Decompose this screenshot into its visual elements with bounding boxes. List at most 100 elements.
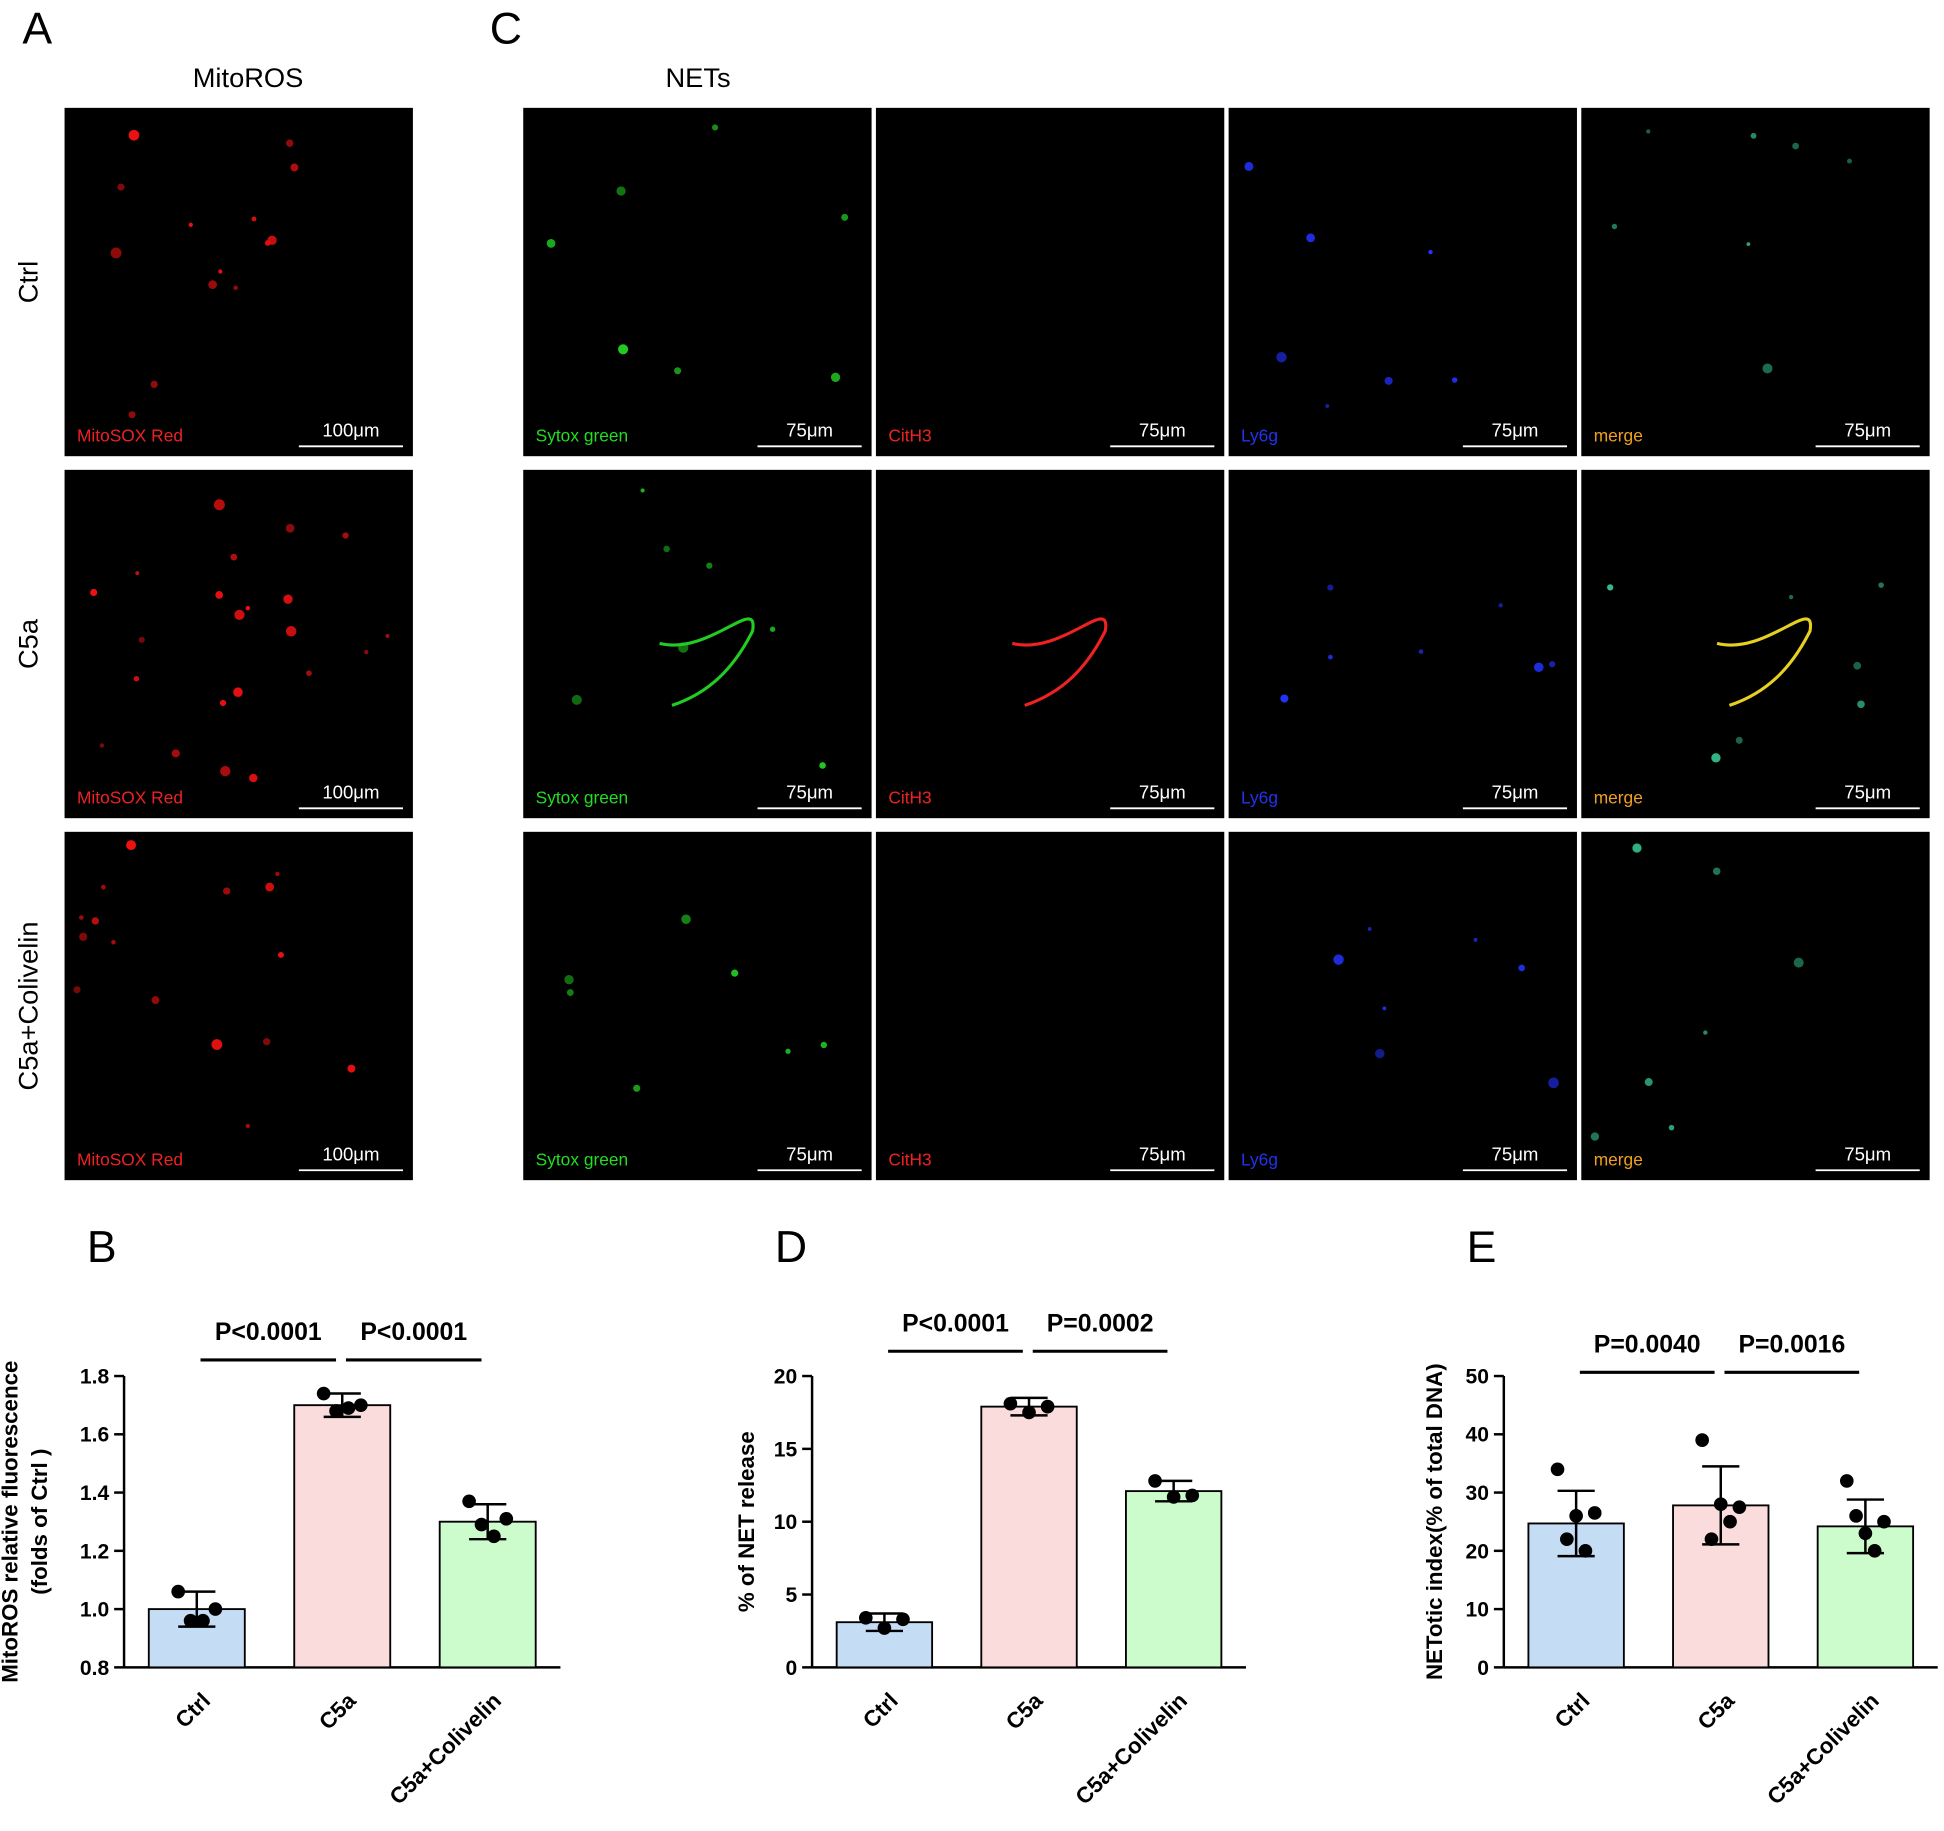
x-tick-label: C5a+Colivelin: [1071, 1688, 1193, 1810]
data-point: [354, 1398, 368, 1412]
micrograph: [875, 107, 1225, 457]
bar: [980, 1405, 1078, 1669]
micrograph: [875, 831, 1225, 1181]
net-fibre: [659, 617, 755, 707]
data-point: [1040, 1399, 1055, 1414]
cell: [1325, 404, 1330, 408]
cell: [90, 588, 98, 597]
micrograph: [1581, 469, 1930, 819]
cell: [213, 499, 225, 511]
cell: [1418, 649, 1424, 654]
cell: [150, 380, 158, 389]
cell: [1451, 377, 1458, 383]
cell: [73, 986, 81, 994]
cell: [249, 773, 258, 783]
y-tick-label: 1.4: [80, 1482, 110, 1505]
x-tick-label: C5a: [1001, 1688, 1048, 1735]
cell: [1382, 1006, 1387, 1011]
y-tick-label: 50: [1466, 1365, 1489, 1388]
cell: [219, 699, 227, 707]
scale-label: 75μm: [1844, 781, 1891, 802]
stain-label: CitH3: [888, 787, 931, 807]
y-tick-label: 1.6: [80, 1424, 109, 1447]
data-point: [499, 1511, 514, 1526]
cell: [1244, 161, 1254, 171]
stain-label: Ly6g: [1241, 787, 1278, 807]
cell: [251, 216, 257, 222]
data-point: [474, 1517, 489, 1532]
data-point: [1704, 1532, 1719, 1546]
cell: [1712, 867, 1721, 876]
cell: [1367, 927, 1372, 931]
scale-label: 100μm: [322, 419, 379, 440]
cell: [1533, 662, 1544, 673]
cell: [230, 553, 238, 561]
cell: [1428, 249, 1433, 255]
cell: [681, 914, 691, 925]
data-point: [1587, 1506, 1602, 1520]
scale-label: 75μm: [786, 1143, 833, 1164]
micrograph: [523, 107, 872, 457]
cell: [233, 285, 238, 291]
micrograph: [1581, 107, 1930, 457]
micrograph: [1581, 831, 1930, 1181]
stain-label: MitoSOX Red: [77, 787, 183, 807]
cell: [91, 917, 100, 925]
cell: [1788, 594, 1794, 600]
cell: [731, 969, 739, 977]
scale-label: 75μm: [786, 781, 833, 802]
x-tick-label: Ctrl: [858, 1688, 903, 1733]
y-tick-label: 5: [785, 1584, 797, 1607]
cell: [275, 871, 280, 877]
cell: [99, 743, 105, 748]
cell: [1518, 964, 1525, 972]
cell: [618, 344, 629, 355]
y-tick-label: 1.2: [80, 1540, 109, 1563]
stain-label: Ly6g: [1241, 425, 1278, 445]
scale-label: 75μm: [1139, 1143, 1186, 1164]
y-tick-label: 0: [785, 1657, 797, 1680]
scale-label: 75μm: [786, 419, 833, 440]
cell: [234, 609, 245, 621]
cell: [674, 367, 682, 375]
row-label: C5a+Colivelin: [12, 921, 43, 1090]
cell: [1611, 223, 1618, 230]
data-point: [1148, 1474, 1162, 1488]
cell: [633, 1084, 641, 1092]
significance-label: P=0.0040: [1594, 1331, 1701, 1358]
cell: [1590, 1132, 1600, 1141]
cell: [215, 591, 224, 599]
panel-title: MitoROS: [193, 62, 304, 93]
cell: [711, 124, 719, 131]
cell: [1276, 352, 1287, 363]
cell: [1375, 1048, 1385, 1059]
y-tick-label: 40: [1466, 1424, 1489, 1447]
cell: [285, 139, 294, 147]
cell: [1607, 584, 1614, 591]
data-point: [1185, 1488, 1200, 1503]
data-point: [1877, 1514, 1891, 1529]
bar: [1124, 1490, 1223, 1669]
data-point: [1858, 1526, 1873, 1541]
cell: [208, 280, 217, 290]
cell: [1498, 603, 1503, 608]
y-tick-label: 10: [1466, 1599, 1489, 1622]
y-axis-label: MitoROS relative fluorescence: [0, 1361, 22, 1683]
cell: [1333, 954, 1344, 965]
cell: [1792, 142, 1799, 150]
bar: [293, 1404, 392, 1669]
cell: [285, 523, 295, 533]
cell: [1668, 1124, 1675, 1131]
y-tick-label: 0: [1477, 1657, 1489, 1680]
data-point: [341, 1401, 356, 1415]
data-point: [1022, 1405, 1036, 1420]
cell: [245, 1123, 251, 1129]
cell: [1327, 584, 1334, 591]
data-point: [858, 1611, 873, 1625]
x-tick-label: C5a+Colivelin: [1762, 1688, 1884, 1810]
cell: [285, 626, 297, 637]
data-point: [487, 1529, 501, 1544]
x-tick-label: C5a: [314, 1688, 361, 1735]
data-point: [183, 1613, 198, 1628]
